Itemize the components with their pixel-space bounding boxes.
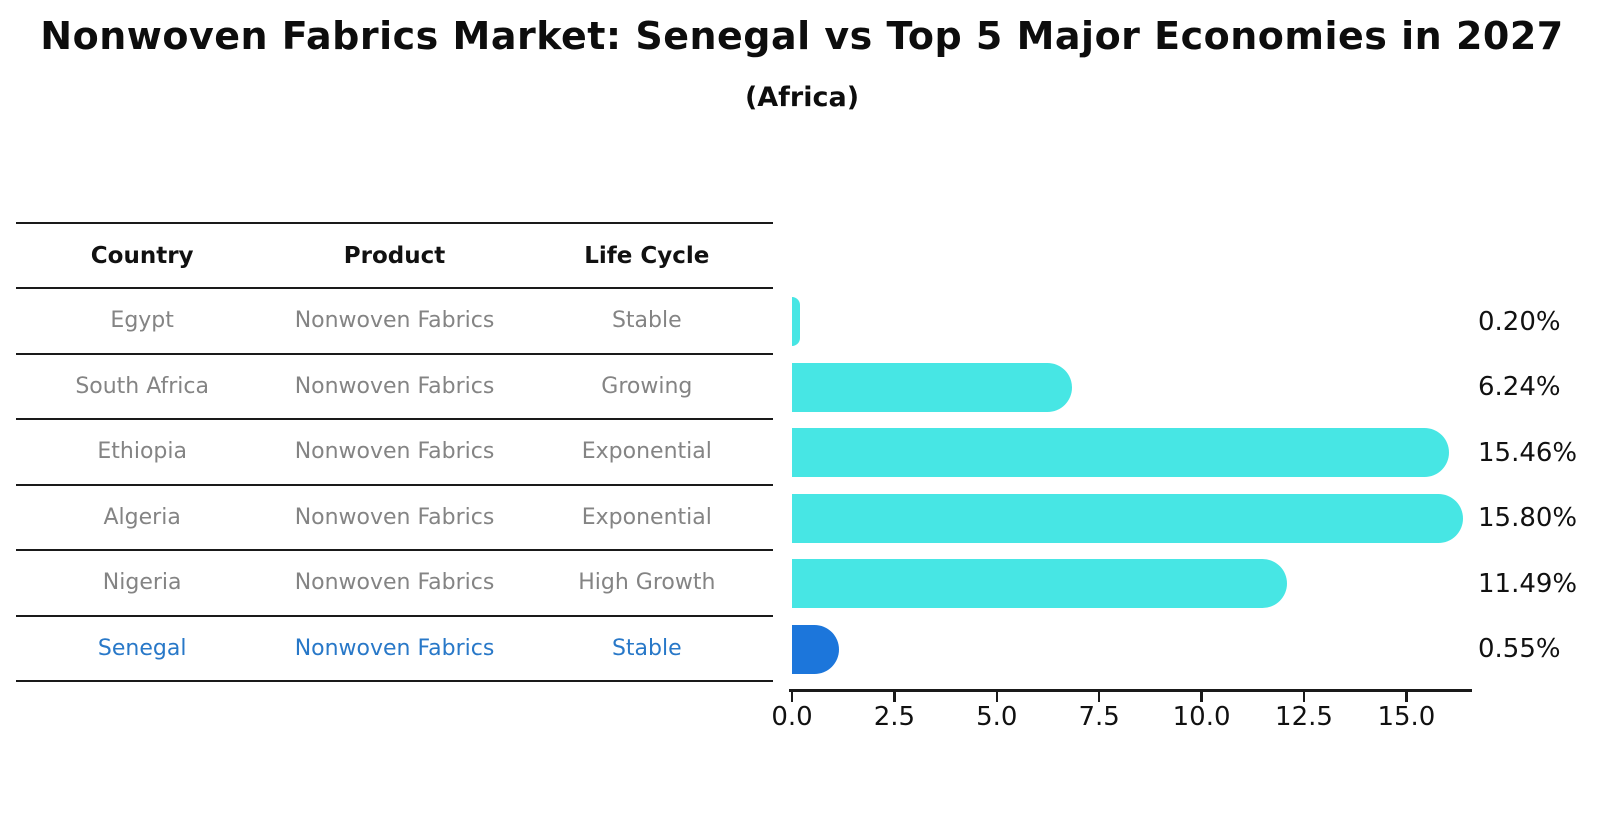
bar-ethiopia (792, 428, 1450, 478)
cell-country: Egypt (110, 308, 174, 334)
chart-subtitle: (Africa) (744, 82, 860, 113)
cell-country: Ethiopia (97, 439, 187, 465)
value-label-south-africa: 6.24% (1478, 372, 1561, 403)
value-label-algeria: 15.80% (1478, 503, 1578, 534)
x-tick-label-15.0: 15.0 (1377, 702, 1436, 732)
bar-nigeria (792, 559, 1287, 609)
table-row-senegal: Senegal Nonwoven Fabrics Stable (16, 617, 773, 682)
cell-life-cycle: Exponential (581, 439, 712, 465)
table-header-row: Country Product Life Cycle (16, 222, 773, 289)
cell-product: Nonwoven Fabrics (294, 570, 495, 596)
cell-product: Nonwoven Fabrics (294, 439, 495, 465)
x-tick-7.5 (1097, 691, 1101, 702)
table-row-algeria: Algeria Nonwoven Fabrics Exponential (16, 486, 773, 551)
x-tick-15.0 (1405, 691, 1408, 702)
x-tick-label-10.0: 10.0 (1172, 702, 1231, 732)
cell-country: South Africa (75, 373, 209, 399)
table-row-egypt: Egypt Nonwoven Fabrics Stable (16, 289, 773, 355)
x-axis-line (789, 689, 1472, 692)
x-tick-12.5 (1302, 691, 1306, 702)
cell-product: Nonwoven Fabrics (294, 504, 495, 530)
country-table: Country Product Life Cycle Egypt Nonwoven… (16, 222, 773, 682)
value-label-ethiopia: 15.46% (1478, 437, 1578, 468)
value-label-senegal: 0.55% (1478, 634, 1561, 665)
value-label-nigeria: 11.49% (1478, 568, 1578, 599)
cell-country: Nigeria (102, 570, 182, 596)
x-tick-0.0 (790, 691, 794, 702)
bar-south-africa (792, 362, 1072, 412)
cell-product: Nonwoven Fabrics (294, 635, 495, 661)
table-row-ethiopia: Ethiopia Nonwoven Fabrics Exponential (16, 420, 773, 486)
cell-life-cycle: Exponential (581, 504, 712, 530)
x-tick-5.0 (995, 691, 999, 702)
cell-product: Nonwoven Fabrics (294, 308, 495, 334)
table-header-product: Product (343, 242, 446, 269)
table-header-life-cycle: Life Cycle (584, 242, 710, 269)
table-row-south-africa: South Africa Nonwoven Fabrics Growing (16, 355, 773, 420)
table-row-nigeria: Nigeria Nonwoven Fabrics High Growth (16, 551, 773, 617)
cell-life-cycle: Stable (611, 635, 682, 661)
x-tick-2.5 (893, 691, 896, 702)
x-tick-label-0.0: 0.0 (771, 702, 813, 732)
cell-life-cycle: Growing (601, 373, 693, 399)
chart-title: Nonwoven Fabrics Market: Senegal vs Top … (40, 14, 1564, 58)
cell-product: Nonwoven Fabrics (294, 373, 495, 399)
table-header-country: Country (90, 242, 194, 269)
cell-life-cycle: High Growth (578, 570, 716, 596)
bar-egypt (792, 297, 801, 347)
cell-country: Senegal (97, 635, 187, 661)
value-label-egypt: 0.20% (1478, 306, 1561, 337)
x-tick-label-7.5: 7.5 (1078, 702, 1120, 732)
x-tick-10.0 (1200, 691, 1203, 702)
bar-senegal (792, 624, 839, 674)
x-tick-label-2.5: 2.5 (873, 702, 916, 732)
cell-life-cycle: Stable (611, 308, 682, 334)
cell-country: Algeria (103, 504, 181, 530)
x-tick-label-12.5: 12.5 (1275, 702, 1333, 732)
x-tick-label-5.0: 5.0 (976, 702, 1018, 732)
bar-algeria (792, 493, 1464, 543)
